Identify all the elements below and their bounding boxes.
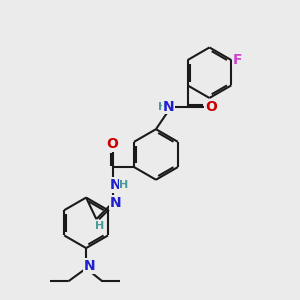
Text: N: N bbox=[110, 196, 122, 210]
Text: N: N bbox=[110, 178, 122, 192]
Text: N: N bbox=[162, 100, 174, 114]
Text: N: N bbox=[83, 259, 95, 273]
Text: F: F bbox=[233, 53, 243, 67]
Text: O: O bbox=[206, 100, 217, 114]
Text: H: H bbox=[158, 102, 167, 112]
Text: H: H bbox=[119, 180, 129, 190]
Text: O: O bbox=[107, 137, 118, 151]
Text: H: H bbox=[95, 220, 104, 231]
